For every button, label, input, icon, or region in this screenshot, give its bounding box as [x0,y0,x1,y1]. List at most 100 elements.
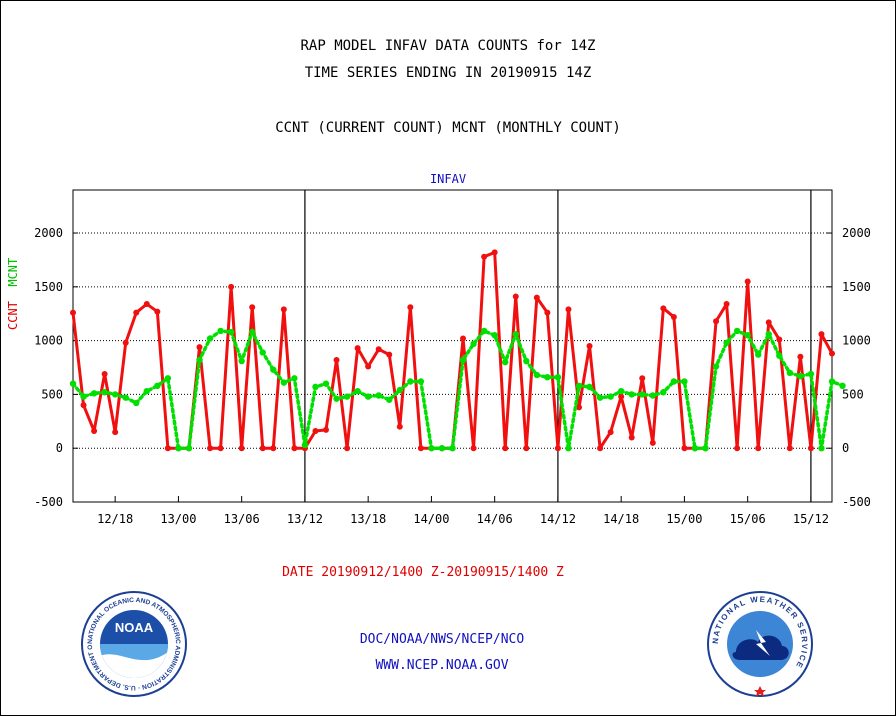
data-point-mcnt [544,374,551,381]
chart-title-line3: CCNT (CURRENT COUNT) MCNT (MONTHLY COUNT… [275,120,621,136]
data-point-ccnt [660,305,667,312]
data-point-ccnt [365,363,372,370]
data-point-ccnt [354,345,361,352]
data-point-mcnt [101,389,108,396]
data-point-mcnt [90,390,98,397]
data-point-mcnt [565,445,572,452]
data-point-ccnt [249,304,256,311]
y-tick-label-right: 1500 [842,280,871,294]
x-tick-label: 15/06 [730,512,766,526]
noaa-logo-icon: NOAA NATIONAL OCEANIC AND ATMOSPHERIC AD… [80,590,187,697]
data-point-ccnt [217,445,224,452]
y-tick-label-right: 2000 [842,226,871,240]
data-point-mcnt [649,392,656,399]
y-tick-label-left: 1000 [34,334,63,348]
data-point-mcnt [175,445,182,452]
data-point-mcnt [533,371,541,379]
data-point-mcnt [755,351,762,358]
data-point-ccnt [122,339,129,346]
y-tick-label-left: 500 [41,387,63,401]
data-point-ccnt [544,309,551,316]
data-point-ccnt [523,445,530,452]
x-tick-label: 13/06 [224,512,260,526]
data-point-mcnt [375,392,382,399]
y-tick-label-left: 1500 [34,280,63,294]
data-point-ccnt [639,375,646,382]
data-point-mcnt [670,378,678,385]
x-tick-label: 14/18 [603,512,639,526]
data-point-ccnt [259,445,266,452]
data-point-mcnt [270,366,277,373]
x-tick-label: 12/18 [97,512,133,526]
x-tick-label: 14/00 [413,512,449,526]
data-point-ccnt [649,439,656,446]
data-point-mcnt [639,391,646,398]
data-point-ccnt [670,313,677,320]
data-point-mcnt [691,445,699,452]
data-point-ccnt [133,309,140,316]
data-point-mcnt [480,327,488,335]
data-point-ccnt [554,445,561,452]
data-point-mcnt [470,340,477,348]
data-point-mcnt [154,382,161,390]
credit-line-1: DOC/NOAA/NWS/NCEP/NCO [359,632,525,647]
noaa-logo-text: NOAA [115,620,154,635]
data-point-ccnt [270,445,277,452]
data-point-mcnt [69,380,77,387]
data-point-ccnt [80,402,87,409]
data-point-ccnt [807,445,814,452]
data-point-mcnt [449,445,456,452]
data-point-ccnt [91,427,98,434]
y-tick-label-left: -500 [34,495,63,509]
data-point-mcnt [122,394,129,401]
data-point-ccnt [291,445,298,452]
data-point-mcnt [280,379,288,386]
data-point-mcnt [839,382,846,390]
data-point-mcnt [797,372,804,380]
data-point-mcnt [259,349,266,356]
data-point-mcnt [364,393,372,400]
data-point-ccnt [797,353,804,360]
data-point-mcnt [776,352,783,359]
data-point-ccnt [829,350,835,357]
x-tick-label: 15/00 [666,512,702,526]
data-point-ccnt [407,304,414,311]
y-tick-label-right: 1000 [842,334,871,348]
data-point-ccnt [818,331,825,338]
data-point-mcnt [227,328,235,336]
data-point-ccnt [618,393,625,400]
data-point-ccnt [681,445,688,452]
data-point-ccnt [576,404,582,411]
plot-title: INFAV [429,172,467,186]
data-point-ccnt [228,283,235,290]
y-tick-label-right: 0 [842,441,849,455]
data-point-ccnt [333,356,340,363]
date-range-label: DATE 20190912/1400 Z-20190915/1400 Z [282,565,564,580]
data-point-ccnt [470,445,477,452]
x-tick-label: 13/12 [287,512,323,526]
data-point-ccnt [512,293,519,300]
x-tick-label: 13/18 [350,512,386,526]
data-point-ccnt [196,344,203,351]
data-point-ccnt [344,445,351,452]
data-point-ccnt [765,319,772,326]
nws-logo-icon: NATIONAL WEATHER SERVICE [707,591,813,697]
data-point-mcnt [343,393,351,400]
data-point-mcnt [185,445,193,452]
data-point-mcnt [312,383,319,391]
data-point-ccnt [755,445,762,452]
data-point-mcnt [744,332,751,339]
data-point-ccnt [744,278,751,285]
data-point-mcnt [617,387,625,395]
data-point-mcnt [217,327,224,335]
data-point-mcnt [628,391,635,398]
data-point-ccnt [723,301,730,308]
data-point-ccnt [143,301,150,308]
data-point-mcnt [554,374,562,381]
data-point-mcnt [828,378,836,385]
chart-title-line1: RAP MODEL INFAV DATA COUNTS for 14Z [300,38,596,54]
data-point-ccnt [586,343,593,349]
data-point-mcnt [417,378,425,385]
data-point-ccnt [481,253,488,260]
